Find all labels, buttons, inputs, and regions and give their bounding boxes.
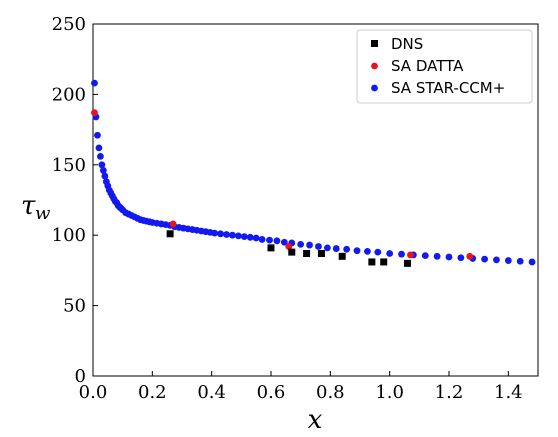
- y-tick-label: 250: [52, 14, 86, 35]
- data-point: [297, 240, 305, 248]
- x-axis: 0.0 0.2 0.4 0.6 0.8 1.0 1.2 1.4: [79, 371, 523, 403]
- data-point: [288, 248, 296, 256]
- data-point: [306, 241, 313, 249]
- data-point: [258, 236, 266, 243]
- data-point: [91, 79, 98, 87]
- data-point: [338, 252, 346, 260]
- data-point: [421, 252, 429, 260]
- x-tick-label: 1.0: [375, 382, 404, 403]
- y-axis-label-sub: w: [35, 203, 51, 224]
- x-tick-label: 1.4: [494, 382, 523, 403]
- legend-label: DNS: [391, 35, 423, 53]
- data-point: [223, 231, 230, 238]
- legend-marker: [371, 62, 378, 70]
- data-point: [364, 247, 371, 255]
- data-point: [323, 244, 331, 252]
- data-point: [229, 231, 236, 239]
- data-point: [317, 250, 325, 258]
- plot-frame: [92, 23, 539, 377]
- y-tick-label: 100: [52, 225, 86, 246]
- data-point: [445, 253, 453, 261]
- data-point: [273, 237, 281, 245]
- y-tick-label: 150: [52, 155, 86, 176]
- x-tick-label: 0.4: [197, 382, 226, 403]
- data-point: [374, 248, 382, 256]
- data-point: [166, 230, 174, 238]
- data-point: [516, 257, 524, 265]
- series-sa-datta: [91, 109, 474, 260]
- x-tick-label: 1.2: [435, 382, 464, 403]
- data-point: [211, 229, 219, 237]
- legend: DNS SA DATTA SA STAR-CCM+: [356, 29, 533, 104]
- y-tick-label: 200: [52, 84, 86, 105]
- data-point: [280, 238, 288, 246]
- legend-label: SA DATTA: [391, 57, 464, 75]
- legend-marker: [371, 40, 378, 47]
- data-point: [303, 250, 311, 258]
- data-point: [504, 257, 512, 264]
- y-axis: 0 50 100 150 200 250: [52, 14, 98, 387]
- y-tick-label: 0: [75, 366, 86, 387]
- data-point: [407, 251, 414, 259]
- data-point: [353, 247, 361, 255]
- data-point: [528, 258, 536, 266]
- series-sa-star-ccm-: [91, 79, 536, 266]
- y-tick-label: 50: [63, 296, 86, 317]
- data-point: [266, 236, 273, 244]
- data-point: [94, 131, 101, 139]
- data-point: [99, 167, 107, 174]
- x-tick-label: 0.8: [316, 382, 345, 403]
- series-dns: [166, 230, 411, 267]
- legend-label: SA STAR-CCM+: [391, 79, 505, 97]
- legend-marker: [371, 84, 378, 92]
- data-point: [457, 254, 465, 262]
- data-point: [466, 252, 474, 260]
- data-point: [332, 245, 340, 252]
- data-point: [97, 152, 104, 160]
- x-tick-label: 0.0: [79, 382, 108, 403]
- y-axis-label-main: τ: [21, 191, 36, 221]
- x-axis-label: x: [308, 405, 323, 435]
- x-tick-label: 0.6: [257, 382, 286, 403]
- data-point: [234, 232, 242, 240]
- data-point: [101, 172, 109, 180]
- data-point: [95, 144, 103, 152]
- data-point: [91, 109, 98, 117]
- data-point: [315, 243, 322, 250]
- data-point: [285, 243, 293, 250]
- data-point: [481, 255, 488, 263]
- data-point: [380, 258, 388, 266]
- x-tick-label: 0.2: [138, 382, 167, 403]
- data-point: [240, 233, 248, 241]
- data-point: [98, 161, 106, 169]
- data-point: [433, 252, 441, 260]
- data-point: [252, 234, 260, 242]
- data-point: [246, 233, 254, 241]
- data-point: [386, 250, 394, 257]
- data-point: [217, 230, 224, 238]
- data-series: [91, 79, 536, 267]
- data-point: [398, 250, 405, 258]
- data-point: [403, 259, 411, 267]
- data-point: [267, 244, 275, 252]
- data-point: [343, 245, 351, 253]
- legend-box: [356, 29, 533, 104]
- data-point: [368, 258, 376, 266]
- data-point: [493, 256, 500, 264]
- plot-area: [92, 23, 539, 377]
- data-point: [169, 220, 177, 228]
- y-axis-label: τ w: [21, 191, 51, 224]
